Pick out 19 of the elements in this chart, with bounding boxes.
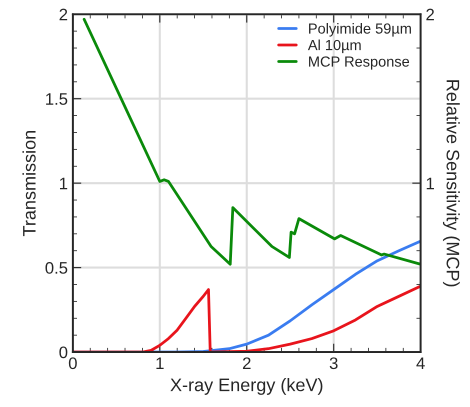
x-tick-label: 3: [330, 357, 338, 370]
y-tick-label: 1: [60, 178, 68, 190]
legend-label: Al 10µm: [308, 40, 361, 54]
x-tick-label: 0: [68, 357, 77, 370]
line-series: [82, 18, 421, 266]
x-tick-label: 2: [242, 357, 251, 369]
y2-tick-label: 1: [426, 178, 434, 190]
y-tick-label: 0.5: [45, 262, 68, 274]
legend-label: Polyimide 59µm: [309, 22, 411, 37]
y-axis-title: Transmission: [22, 130, 36, 236]
y-tick-label: 2: [60, 8, 68, 20]
y2-tick-label: 2: [426, 8, 434, 20]
legend-label: MCP Response: [309, 56, 410, 70]
y-tick-label: 1.5: [46, 93, 68, 105]
x-tick-label: 1: [156, 358, 164, 369]
y2-axis-title: Relative Sensitivity (MCP): [442, 80, 460, 286]
y-tick-label: 0: [59, 346, 68, 358]
x-tick-label: 4: [416, 358, 425, 369]
x-axis-title: X-ray Energy (keV): [170, 378, 322, 395]
